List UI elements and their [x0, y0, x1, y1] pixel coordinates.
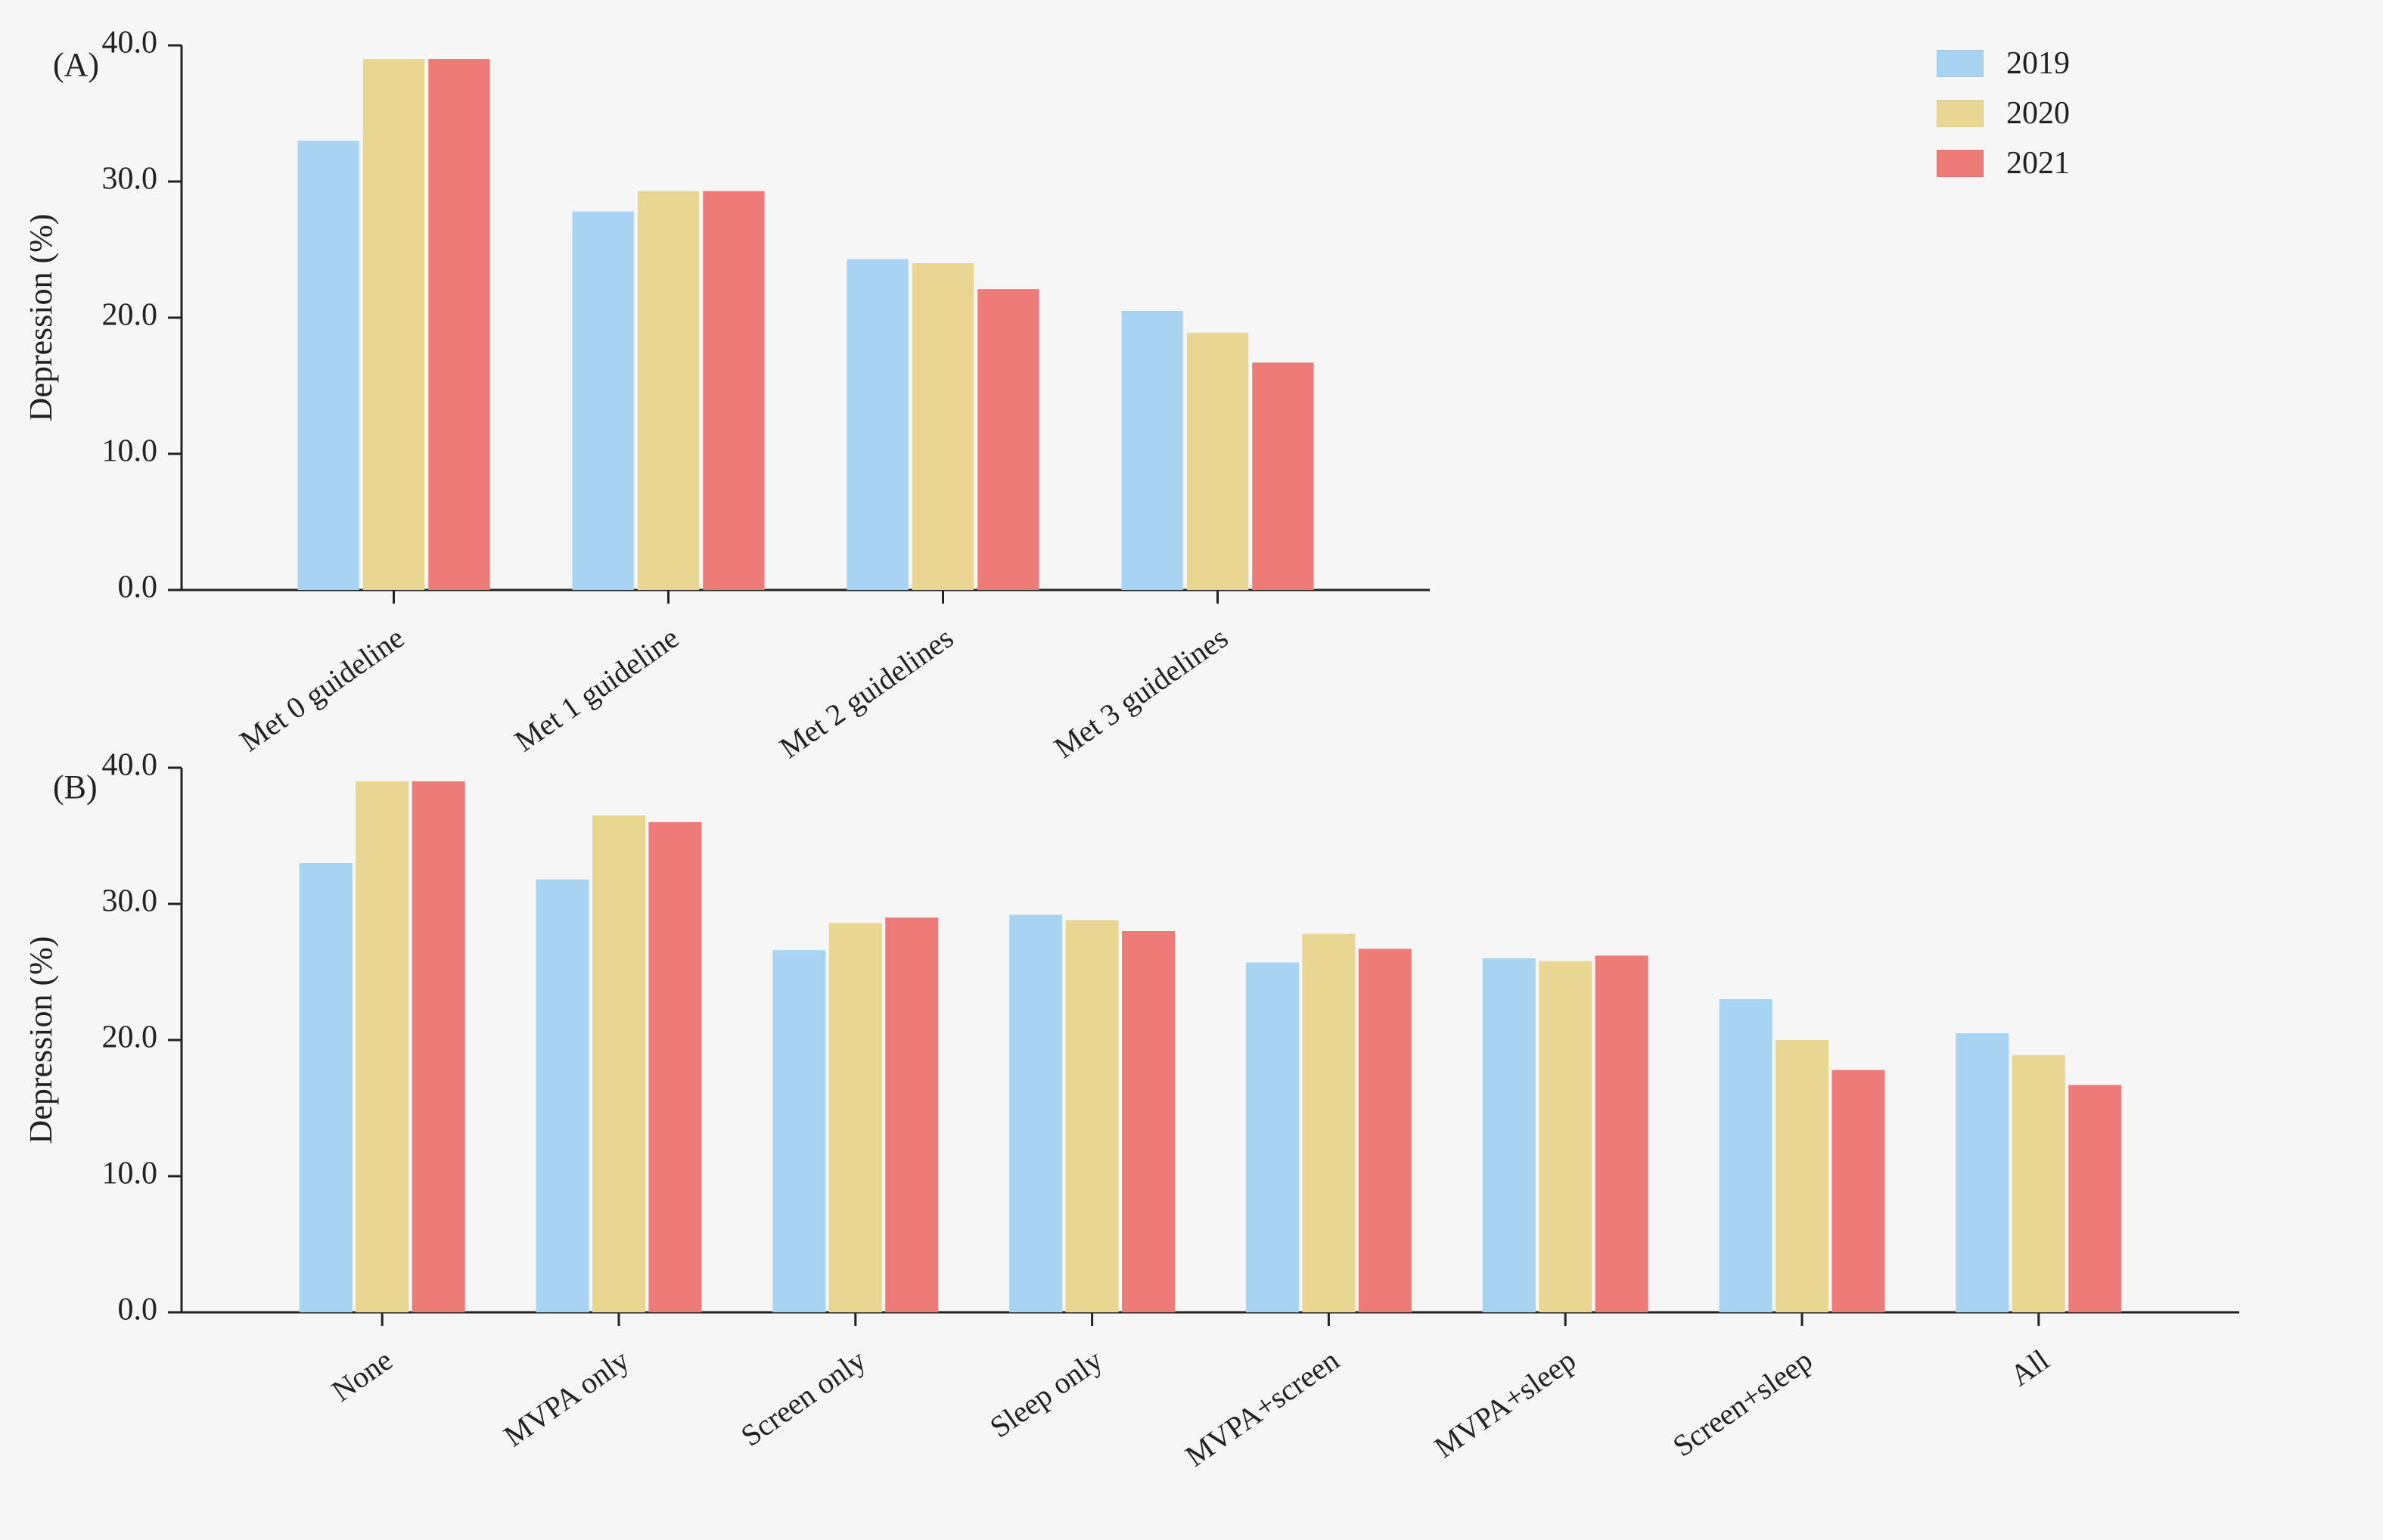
- legend-item: 2021: [1937, 145, 2070, 182]
- legend-item: 2020: [1937, 95, 2070, 132]
- x-category-label: MVPA only: [498, 1343, 635, 1453]
- x-category-label: Sleep only: [983, 1343, 1108, 1444]
- legend-swatch: [1937, 150, 1984, 177]
- bar: [1302, 934, 1355, 1312]
- legend-item: 2019: [1937, 45, 2070, 82]
- y-axis-label: Depression (%): [30, 936, 59, 1144]
- bar: [592, 815, 645, 1312]
- bar: [2068, 1085, 2121, 1312]
- y-tick-label: 40.0: [102, 753, 158, 783]
- y-tick-label: 0.0: [118, 570, 158, 605]
- x-category-label: Screen only: [735, 1343, 871, 1453]
- bar: [1066, 921, 1119, 1312]
- panel-b-chart: 0.0 10.0 20.0 30.0 40.0 Depression (%) None MVP…: [30, 753, 2270, 1524]
- bar: [648, 822, 701, 1312]
- y-tick-label: 10.0: [102, 434, 158, 469]
- bar: [1187, 333, 1248, 590]
- legend-label: 2021: [2006, 145, 2070, 182]
- bar: [1956, 1033, 2009, 1312]
- bar: [428, 59, 489, 590]
- bar: [1595, 955, 1648, 1312]
- bar: [363, 59, 424, 590]
- x-category-label: Met 2 guidelines: [773, 620, 959, 765]
- bar: [1246, 962, 1299, 1312]
- x-category-label: MVPA+screen: [1179, 1343, 1345, 1473]
- bar: [703, 191, 764, 590]
- bar: [829, 923, 882, 1312]
- bar: [912, 263, 974, 590]
- x-category-label: Screen+sleep: [1667, 1343, 1819, 1463]
- bar: [1252, 362, 1313, 590]
- bar: [1121, 311, 1182, 590]
- y-axis-label: Depression (%): [30, 214, 59, 422]
- bar: [1122, 931, 1175, 1312]
- y-tick-label: 20.0: [102, 1020, 158, 1055]
- bar: [2012, 1055, 2065, 1312]
- y-tick-label: 0.0: [118, 1293, 158, 1327]
- y-tick-label: 20.0: [102, 298, 158, 333]
- panel-a-chart: 0.0 10.0 20.0 30.0 40.0 Depression (%) Met 0 g…: [30, 30, 1460, 802]
- legend-label: 2019: [2006, 45, 2070, 82]
- legend-swatch: [1937, 100, 1984, 127]
- bar: [1832, 1070, 1884, 1312]
- x-category-label: None: [325, 1343, 399, 1408]
- bar: [977, 289, 1039, 590]
- bar: [536, 880, 589, 1312]
- x-category-label: Met 3 guidelines: [1048, 620, 1234, 765]
- x-category-label: All: [2004, 1343, 2055, 1393]
- x-category-label: Met 0 guideline: [234, 620, 410, 758]
- y-tick-label: 10.0: [102, 1157, 158, 1191]
- stage: (A) 0.010.020.030.040.0Depression (%)Met…: [0, 0, 2383, 1540]
- bar: [1009, 914, 1062, 1312]
- bar: [1483, 958, 1536, 1312]
- bar: [572, 212, 633, 590]
- bar: [1720, 999, 1772, 1312]
- bar: [300, 863, 353, 1312]
- x-category-label: MVPA+sleep: [1428, 1343, 1582, 1464]
- bar: [297, 141, 359, 590]
- bar: [847, 259, 908, 590]
- y-tick-label: 30.0: [102, 162, 158, 197]
- y-tick-label: 40.0: [102, 30, 158, 61]
- legend-label: 2020: [2006, 95, 2070, 132]
- bar: [356, 781, 409, 1312]
- bar: [1539, 961, 1592, 1312]
- x-category-label: Met 1 guideline: [508, 620, 685, 758]
- legend: 2019 2020 2021: [1937, 45, 2070, 195]
- bar: [1359, 949, 1412, 1312]
- bar: [885, 917, 938, 1312]
- bar: [1776, 1040, 1828, 1312]
- bar: [638, 191, 699, 590]
- legend-swatch: [1937, 50, 1984, 77]
- bar: [412, 781, 465, 1312]
- y-tick-label: 30.0: [102, 884, 158, 919]
- bar: [772, 950, 825, 1312]
